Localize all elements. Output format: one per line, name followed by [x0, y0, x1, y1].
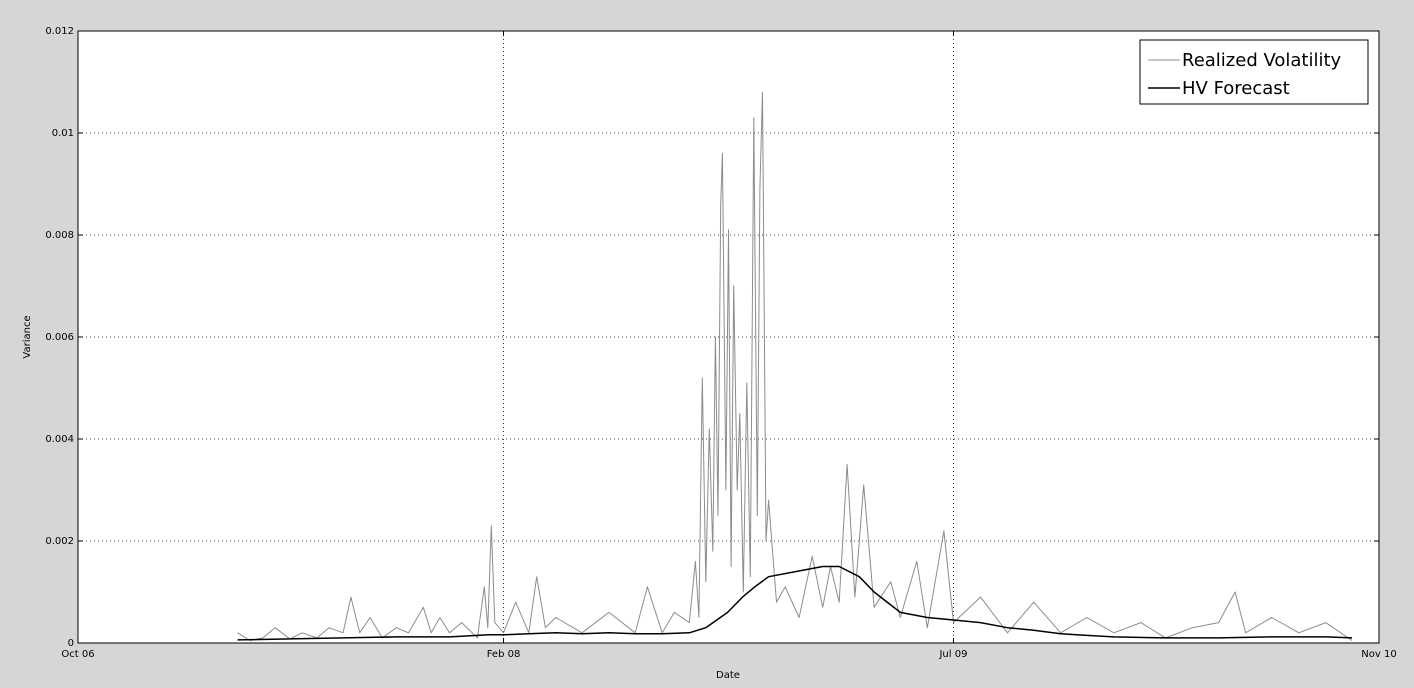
legend-label-hv-forecast: HV Forecast [1182, 78, 1290, 99]
legend-label-realized-volatility: Realized Volatility [1182, 50, 1342, 71]
legend-box [1139, 39, 1369, 105]
y-tick-label: 0.01 [52, 128, 74, 139]
x-tick-label: Nov 10 [1361, 649, 1396, 660]
plot-area [78, 31, 1379, 643]
y-tick-label: 0.008 [45, 230, 74, 241]
series-layer [237, 91, 1353, 641]
x-tick-label: Feb 08 [487, 649, 521, 660]
y-tick-label: 0.012 [45, 26, 74, 37]
x-axis-label: Date [716, 670, 740, 681]
legend[interactable]: Realized Volatility HV Forecast [1139, 39, 1369, 105]
x-tick-label: Oct 06 [61, 649, 94, 660]
grid [78, 31, 1379, 643]
y-tick-label: 0 [68, 638, 74, 649]
series-line-realized-volatility [237, 91, 1353, 641]
y-tick-label: 0.002 [45, 536, 74, 547]
ticks: 0 0.002 0.004 0.006 0.008 0.01 0.012 Oct 06 Feb … [45, 26, 1396, 660]
x-tick-label: Jul 09 [938, 649, 967, 660]
series-line-hv-forecast [237, 565, 1353, 641]
y-axis-label: Variance [22, 315, 33, 358]
y-tick-label: 0.004 [45, 434, 74, 445]
y-tick-label: 0.006 [45, 332, 74, 343]
